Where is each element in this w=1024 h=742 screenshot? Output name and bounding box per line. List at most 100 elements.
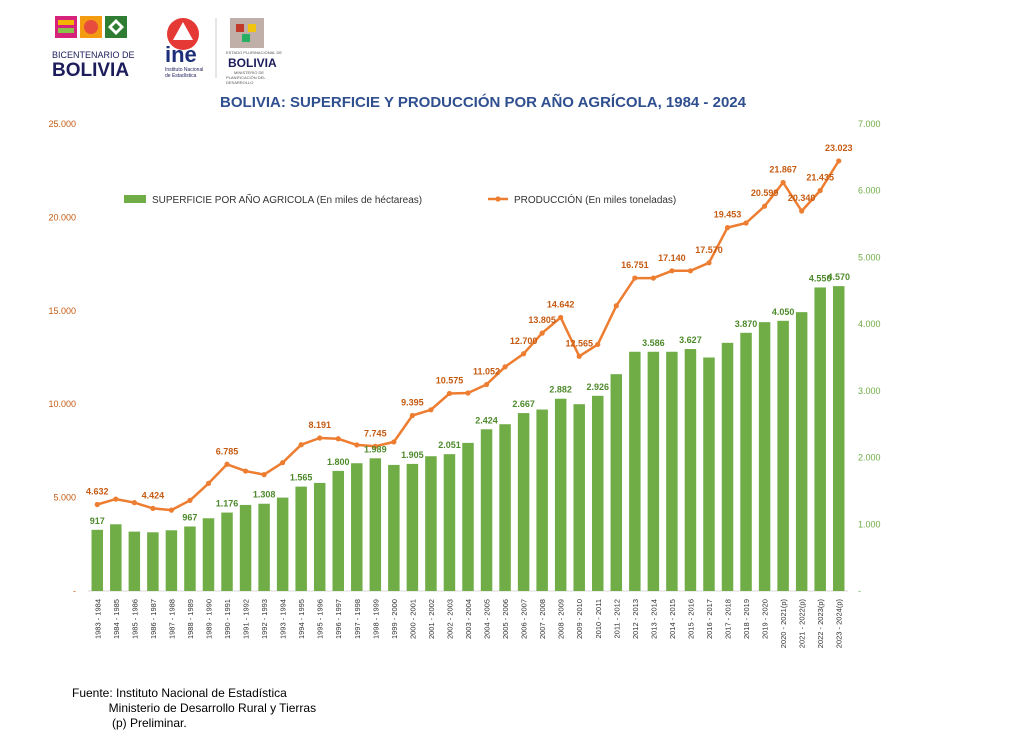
category-tick-label: 1992 - 1993 [260,599,269,639]
category-tick-label: 1989 - 1990 [204,599,213,639]
bar-data-label: 1.308 [253,490,276,500]
bar [388,464,400,591]
right-axis-tick: 4.000 [858,319,881,329]
category-tick-label: 2016 - 2017 [705,599,714,639]
left-axis-tick: 20.000 [48,212,76,222]
bar [629,351,641,591]
logo-estado-top: ESTADO PLURINACIONAL DE [226,50,283,55]
category-tick-label: 2020 - 2021(p) [779,599,788,649]
category-tick-label: 2004 - 2005 [483,599,492,639]
production-point [613,303,619,309]
bar [128,531,141,591]
bar-data-label: 2.667 [512,399,535,409]
production-point [317,435,323,441]
line-data-label: 13.805 [528,315,556,325]
bar [554,398,567,591]
logo-ine-sub2: de Estadística [165,73,197,79]
category-tick-label: 2017 - 2018 [724,599,733,639]
category-tick-label: 1984 - 1985 [112,599,121,639]
category-tick-label: 2023 - 2024(p) [835,599,844,649]
production-point [94,501,100,508]
bar-data-label: 3.870 [735,319,758,329]
right-axis-tick: 7.000 [858,119,881,129]
category-tick-label: 2014 - 2015 [668,599,677,639]
category-tick-label: 2015 - 2016 [686,599,695,639]
left-axis-tick: 10.000 [48,399,76,409]
bar-data-label: 2.882 [549,385,572,395]
category-tick-label: 2019 - 2020 [761,599,770,639]
category-tick-label: 1999 - 2000 [390,599,399,639]
category-tick-label: 2006 - 2007 [520,599,529,639]
right-axis-tick: - [858,586,861,596]
bar [239,504,252,591]
production-point [650,275,656,281]
category-tick-label: 1993 - 1994 [279,599,288,639]
bar [202,518,215,591]
category-tick-label: 1994 - 1995 [297,599,306,639]
production-point [205,480,212,487]
right-axis-tick: 1.000 [858,519,881,529]
bar-data-label: 4.550 [809,273,832,283]
production-point [761,203,768,209]
legend-line-label: PRODUCCIÓN (En miles toneladas) [514,193,676,206]
production-point [168,507,175,513]
production-point [446,390,453,397]
line-data-label: 21.867 [769,165,797,175]
category-tick-label: 1986 - 1987 [149,599,158,639]
logo-estado-sub2: PLANIFICACIÓN DEL DESARROLLO [226,75,266,85]
category-tick-label: 1995 - 1996 [316,599,325,639]
production-point [558,314,564,321]
line-data-label: 10.575 [436,375,464,385]
bar [721,342,734,591]
production-point [465,390,471,396]
category-tick-label: 2002 - 2003 [445,599,454,639]
bar-data-label: 1.176 [216,499,239,509]
bar [758,322,771,591]
category-tick-label: 2012 - 2013 [631,599,640,639]
bar [536,409,548,591]
production-point [817,187,823,194]
production-point [242,468,249,474]
production-point [131,500,137,506]
bar [351,463,363,591]
bar-data-label: 2.926 [586,382,609,392]
bar [369,458,382,591]
bar [425,456,437,591]
line-data-label: 16.751 [621,260,649,270]
production-point [113,496,119,502]
left-axis-tick: - [73,586,76,596]
category-tick-label: 1983 - 1984 [93,599,102,639]
category-tick-label: 1985 - 1986 [130,599,139,639]
bar-data-label: 1.989 [364,444,387,454]
line-data-label: 17.140 [658,253,686,263]
bar-data-label: 4.050 [772,307,795,317]
production-point [724,225,731,231]
category-tick-label: 1997 - 1998 [353,599,362,639]
line-data-label: 21.435 [806,173,834,183]
production-point [391,439,397,445]
footnote-preliminary: (p) Preliminar. [72,716,187,730]
bar-data-label: 2.424 [475,415,498,425]
logo-estado-sub1: MINISTERIO DE [234,70,265,75]
category-tick-label: 1991 - 1992 [242,599,251,639]
bar-data-label: 3.627 [679,335,702,345]
production-point [187,497,193,504]
legend-line-marker [495,196,501,202]
line-data-label: 11.052 [473,367,500,377]
bar-data-label: 4.570 [827,272,850,282]
left-axis-tick: 5.000 [53,493,76,503]
line-data-label: 20.340 [788,193,816,203]
bar [814,287,826,591]
footnote-source: Fuente: Instituto Nacional de Estadístic… [72,686,287,700]
category-tick-label: 2003 - 2004 [464,599,473,639]
production-point [280,460,286,466]
bar [684,349,697,591]
bar-data-label: 1.565 [290,473,313,483]
category-tick-label: 2009 - 2010 [575,599,584,639]
bar [147,532,159,591]
category-tick-label: 2021 - 2022(p) [798,599,807,649]
production-point [261,472,267,478]
bar-data-label: 1.800 [327,457,350,467]
left-axis-tick: 25.000 [48,119,76,129]
production-point [335,436,341,442]
